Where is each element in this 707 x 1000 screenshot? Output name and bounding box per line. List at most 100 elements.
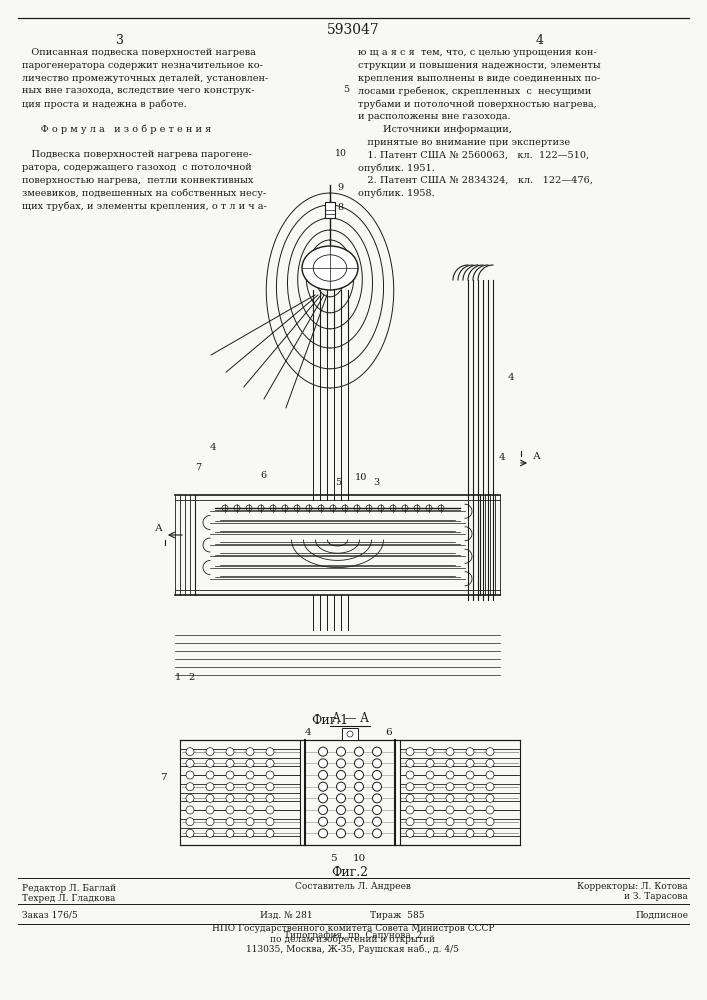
Text: парогенератора содержит незначительное ко-: парогенератора содержит незначительное к…: [22, 61, 263, 70]
Circle shape: [406, 783, 414, 791]
Text: Изд. № 281: Изд. № 281: [260, 911, 312, 920]
Circle shape: [466, 759, 474, 767]
Text: Редактор Л. Баглай: Редактор Л. Баглай: [22, 884, 116, 893]
Circle shape: [266, 771, 274, 779]
Text: 113035, Москва, Ж-35, Раушская наб., д. 4/5: 113035, Москва, Ж-35, Раушская наб., д. …: [247, 944, 460, 954]
Text: щих трубах, и элементы крепления, о т л и ч а-: щих трубах, и элементы крепления, о т л …: [22, 202, 267, 211]
Circle shape: [446, 771, 454, 779]
Circle shape: [206, 771, 214, 779]
Text: ция проста и надежна в работе.: ция проста и надежна в работе.: [22, 99, 187, 109]
Text: ных вне газохода, вследствие чего конструк-: ных вне газохода, вследствие чего констр…: [22, 86, 255, 95]
Text: А — А: А — А: [332, 712, 368, 724]
Circle shape: [354, 829, 363, 838]
Circle shape: [226, 829, 234, 837]
Text: 5: 5: [343, 85, 349, 94]
Circle shape: [446, 818, 454, 826]
Text: змеевиков, подвешенных на собственных несу-: змеевиков, подвешенных на собственных не…: [22, 189, 267, 198]
Circle shape: [354, 747, 363, 756]
Text: 10: 10: [335, 149, 347, 158]
Circle shape: [347, 731, 353, 737]
Circle shape: [354, 782, 363, 791]
Text: 6: 6: [260, 471, 266, 480]
FancyBboxPatch shape: [325, 202, 335, 218]
Circle shape: [318, 794, 327, 803]
Circle shape: [226, 806, 234, 814]
Circle shape: [486, 794, 494, 802]
Circle shape: [446, 783, 454, 791]
Text: трубами и потолочной поверхностью нагрева,: трубами и потолочной поверхностью нагрев…: [358, 99, 597, 109]
Text: Типография, пр. Сапунова, 2: Типография, пр. Сапунова, 2: [284, 931, 422, 940]
Circle shape: [426, 771, 434, 779]
Text: Корректоры: Л. Котова: Корректоры: Л. Котова: [578, 882, 688, 891]
Circle shape: [446, 759, 454, 767]
Circle shape: [466, 794, 474, 802]
Circle shape: [186, 794, 194, 802]
Circle shape: [337, 759, 346, 768]
Circle shape: [337, 817, 346, 826]
Circle shape: [318, 759, 327, 768]
Circle shape: [318, 782, 327, 791]
Circle shape: [226, 794, 234, 802]
Circle shape: [186, 771, 194, 779]
Circle shape: [246, 783, 254, 791]
Text: принятые во внимание при экспертизе: принятые во внимание при экспертизе: [358, 138, 570, 147]
Circle shape: [226, 818, 234, 826]
Circle shape: [373, 829, 382, 838]
Circle shape: [186, 818, 194, 826]
Circle shape: [337, 782, 346, 791]
Circle shape: [206, 794, 214, 802]
Circle shape: [318, 770, 327, 780]
Circle shape: [466, 829, 474, 837]
Text: 7: 7: [195, 463, 201, 472]
Circle shape: [373, 759, 382, 768]
Circle shape: [426, 829, 434, 837]
Circle shape: [373, 794, 382, 803]
Circle shape: [318, 747, 327, 756]
Circle shape: [446, 794, 454, 802]
Circle shape: [206, 783, 214, 791]
Circle shape: [406, 771, 414, 779]
Text: 4: 4: [499, 453, 506, 462]
Text: ратора, содержащего газоход  с потолочной: ратора, содержащего газоход с потолочной: [22, 163, 252, 172]
Text: 9: 9: [337, 183, 343, 192]
Text: 4: 4: [536, 33, 544, 46]
Circle shape: [226, 783, 234, 791]
Text: крепления выполнены в виде соединенных по-: крепления выполнены в виде соединенных п…: [358, 74, 600, 83]
Circle shape: [406, 818, 414, 826]
Circle shape: [186, 748, 194, 756]
Text: и З. Тарасова: и З. Тарасова: [624, 892, 688, 901]
Circle shape: [373, 770, 382, 780]
Text: 3: 3: [116, 33, 124, 46]
Circle shape: [186, 759, 194, 767]
Circle shape: [354, 806, 363, 814]
Circle shape: [246, 818, 254, 826]
Text: Заказ 176/5: Заказ 176/5: [22, 911, 78, 920]
Circle shape: [318, 806, 327, 814]
Circle shape: [373, 782, 382, 791]
Text: опублик. 1958.: опублик. 1958.: [358, 189, 435, 198]
Circle shape: [426, 759, 434, 767]
Text: 5: 5: [330, 854, 337, 863]
Ellipse shape: [302, 246, 358, 290]
Text: 3: 3: [373, 478, 379, 487]
Circle shape: [446, 829, 454, 837]
Circle shape: [486, 818, 494, 826]
FancyBboxPatch shape: [342, 728, 358, 740]
Circle shape: [206, 829, 214, 837]
Text: 6: 6: [385, 728, 392, 737]
Circle shape: [186, 783, 194, 791]
Text: 10: 10: [353, 854, 366, 863]
Circle shape: [337, 806, 346, 814]
Text: струкции и повышения надежности, элементы: струкции и повышения надежности, элемент…: [358, 61, 601, 70]
Circle shape: [266, 759, 274, 767]
Circle shape: [354, 794, 363, 803]
Text: личество промежуточных деталей, установлен-: личество промежуточных деталей, установл…: [22, 74, 268, 83]
Circle shape: [354, 817, 363, 826]
Circle shape: [226, 759, 234, 767]
Circle shape: [246, 748, 254, 756]
Circle shape: [426, 748, 434, 756]
Text: НПО Государственного комитета Совета Министров СССР: НПО Государственного комитета Совета Мин…: [212, 924, 494, 933]
Circle shape: [486, 759, 494, 767]
Circle shape: [486, 829, 494, 837]
Text: 2: 2: [188, 673, 194, 682]
